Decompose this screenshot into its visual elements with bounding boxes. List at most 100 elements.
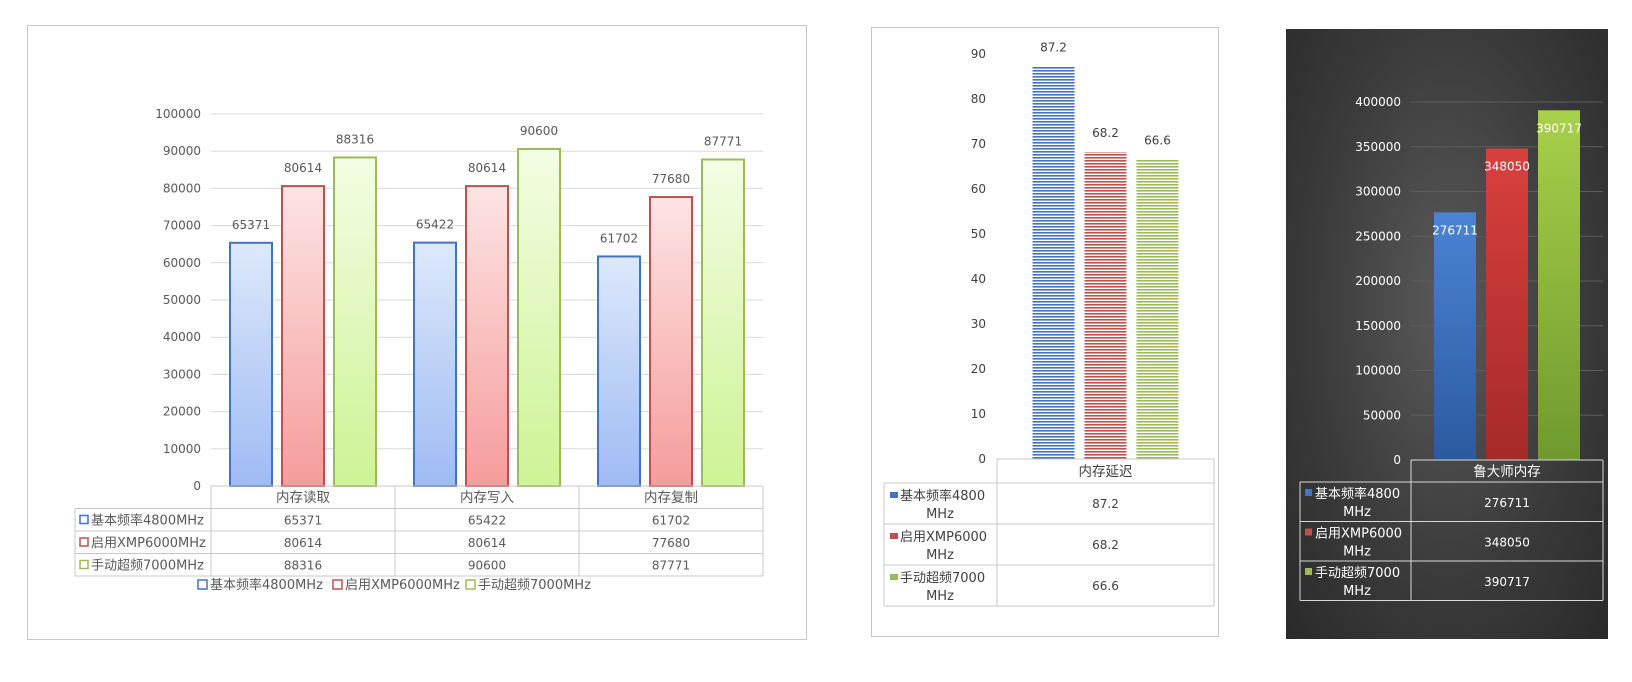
y-tick-label: 10 — [971, 407, 986, 421]
y-tick-label: 90000 — [163, 144, 201, 158]
table-series-label-unit: MHz — [926, 589, 954, 604]
table-cell: 65371 — [284, 514, 322, 528]
category-label: 内存延迟 — [1079, 464, 1133, 480]
category-label: 鲁大师内存 — [1473, 464, 1541, 480]
legend-key — [79, 514, 89, 525]
bar — [517, 147, 561, 488]
data-label: 80614 — [468, 161, 506, 175]
y-tick-label: 10000 — [163, 442, 201, 456]
y-tick-label: 60000 — [163, 256, 201, 270]
table-series-label: 基本频率4800 — [1315, 486, 1400, 502]
y-tick-label: 80 — [971, 92, 986, 106]
table-series-label-unit: MHz — [926, 507, 954, 522]
y-tick-label: 50 — [971, 227, 986, 241]
table-series-label: 基本频率4800MHz — [91, 513, 204, 529]
table-series-label: 手动超频7000 — [900, 571, 985, 586]
y-tick-label: 250000 — [1355, 229, 1401, 243]
bar — [649, 196, 693, 487]
table-series-label: 启用XMP6000 — [1315, 527, 1402, 542]
table-series-label-unit: MHz — [1343, 584, 1371, 599]
table-cell: 61702 — [652, 514, 690, 528]
table-cell: 66.6 — [1092, 579, 1119, 593]
table-series-label-unit: MHz — [926, 548, 954, 563]
y-tick-label: 30000 — [163, 367, 201, 381]
bar — [465, 185, 509, 488]
y-tick-label: 90 — [971, 47, 986, 61]
table-cell: 77680 — [652, 536, 690, 550]
y-tick-label: 200000 — [1355, 274, 1401, 288]
table-series-label: 手动超频7000 — [1315, 566, 1400, 581]
y-tick-label: 40000 — [163, 330, 201, 344]
category-label: 内存复制 — [644, 489, 698, 506]
data-label: 66.6 — [1144, 133, 1171, 147]
table-cell: 90600 — [468, 559, 506, 573]
bar — [1538, 110, 1580, 460]
data-label: 68.2 — [1092, 126, 1119, 140]
bar — [1486, 148, 1528, 460]
y-tick-label: 0 — [193, 479, 201, 493]
y-tick-label: 100000 — [155, 107, 201, 121]
y-tick-label: 20000 — [163, 405, 201, 419]
y-tick-label: 30 — [971, 317, 986, 331]
chart-memory-latency: 0 10 20 30 40 50 60 70 80 90 87.2 68.2 66.6 内存延迟 基本频率4… — [871, 27, 1219, 637]
bar — [229, 241, 273, 487]
table-series-label: 启用XMP6000 — [900, 530, 987, 545]
chart-2-svg: 0 10 20 30 40 50 60 70 80 90 87.2 68.2 66.6 内存延迟基本频率4… — [883, 41, 1215, 607]
legend-label: 手动超频7000MHz — [478, 578, 591, 593]
legend-key — [197, 579, 208, 590]
bar — [1434, 212, 1476, 460]
chart-1-svg: 0 10000 20000 30000 40000 50000 60000 70000 8000… — [74, 107, 764, 593]
bar — [281, 185, 325, 488]
table-series-label: 基本频率4800 — [900, 488, 985, 504]
chart-3-svg: 0 50000 100000 150000 200000 250000 300000 3500… — [1299, 95, 1604, 601]
data-label: 87771 — [704, 134, 742, 148]
table-cell: 390717 — [1484, 575, 1530, 589]
data-label: 88316 — [336, 132, 374, 146]
y-tick-label: 0 — [1393, 453, 1401, 467]
category-label: 内存读取 — [276, 490, 330, 506]
y-tick-label: 50000 — [1363, 408, 1401, 422]
table-series-label: 手动超频7000MHz — [91, 559, 204, 574]
legend-key — [79, 559, 89, 570]
table-cell: 80614 — [468, 536, 506, 550]
bar — [413, 241, 457, 487]
legend-key — [890, 492, 898, 498]
y-tick-label: 300000 — [1355, 185, 1401, 199]
chart-ludashi-memory: 0 50000 100000 150000 200000 250000 300000 3500… — [1286, 29, 1608, 639]
data-label: 276711 — [1432, 223, 1478, 237]
legend-key — [79, 537, 89, 547]
y-tick-label: 400000 — [1355, 95, 1401, 109]
legend-key — [890, 574, 898, 580]
y-tick-label: 60 — [971, 182, 986, 196]
chart-memory-bandwidth: 0 10000 20000 30000 40000 50000 60000 70000 8000… — [27, 25, 807, 640]
legend-label: 启用XMP6000MHz — [345, 578, 460, 593]
data-label: 90600 — [520, 124, 558, 138]
y-tick-label: 40 — [971, 272, 986, 286]
legend-key — [332, 579, 343, 590]
data-label: 65371 — [232, 218, 270, 232]
bar — [701, 158, 745, 487]
bar — [597, 255, 641, 487]
table-series-label: 启用XMP6000MHz — [91, 536, 206, 551]
y-tick-label: 80000 — [163, 181, 201, 195]
y-tick-label: 20 — [971, 362, 986, 376]
legend-key — [1305, 489, 1312, 496]
table-series-label-unit: MHz — [1343, 505, 1371, 520]
bar — [1136, 159, 1179, 460]
table-cell: 87771 — [652, 559, 690, 573]
table-series-label-unit: MHz — [1343, 545, 1371, 560]
data-label: 61702 — [600, 231, 638, 245]
table-cell: 276711 — [1484, 496, 1530, 510]
data-label: 87.2 — [1040, 41, 1067, 55]
table-cell: 348050 — [1484, 536, 1530, 550]
y-tick-label: 100000 — [1355, 364, 1401, 378]
y-tick-label: 70 — [971, 137, 986, 151]
data-label: 390717 — [1536, 121, 1582, 135]
data-label: 65422 — [416, 218, 454, 232]
table-cell: 80614 — [284, 536, 322, 550]
data-label: 80614 — [284, 161, 322, 175]
legend-label: 基本频率4800MHz — [210, 577, 323, 593]
table-cell: 68.2 — [1092, 538, 1119, 552]
category-label: 内存写入 — [460, 490, 514, 506]
legend-key — [890, 533, 898, 539]
